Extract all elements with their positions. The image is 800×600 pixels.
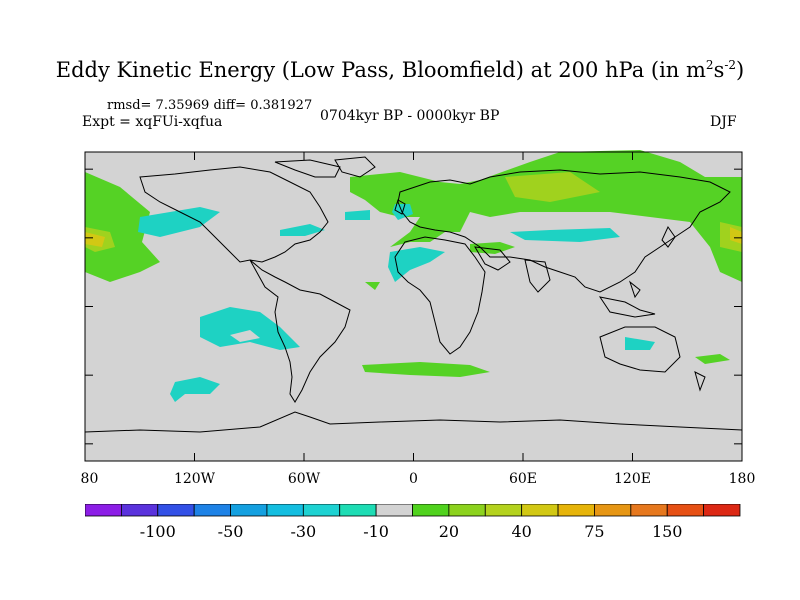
- colorbar-swatch: [412, 504, 450, 517]
- colorbar-swatch: [521, 504, 559, 517]
- colorbar-label: -50: [218, 522, 244, 541]
- colorbar-swatch: [230, 504, 268, 517]
- colorbar-label: -10: [363, 522, 389, 541]
- lon-label: 120E: [614, 471, 651, 487]
- africa-coast: [394, 236, 486, 355]
- negative-region-npacific: [138, 207, 220, 237]
- positive-region-europe-high: [505, 172, 600, 202]
- colorbar-label: -100: [140, 522, 176, 541]
- australia-coast: [599, 326, 681, 373]
- colorbar-swatch: [448, 504, 486, 517]
- lon-label: 0: [409, 471, 418, 487]
- lon-label: 180: [729, 471, 756, 487]
- world-map: 80N40N040S80S 180120W60W060E120E180: [80, 150, 756, 487]
- season-label: DJF: [710, 114, 737, 130]
- positive-region-southern-ocean: [362, 362, 490, 377]
- positive-region-npacific-west: [85, 172, 160, 282]
- colorbar-swatch: [193, 504, 231, 517]
- colorbar-label: 20: [439, 522, 459, 541]
- colorbar-swatch: [666, 504, 705, 517]
- positive-region-eurasia: [350, 150, 742, 282]
- india-coast: [524, 259, 551, 293]
- negative-region-south-pacific: [200, 307, 300, 350]
- colorbar-swatch: [594, 504, 632, 517]
- negative-region-north-africa: [388, 247, 445, 282]
- antarctica-coast: [84, 411, 743, 433]
- colorbar-swatch: [266, 504, 304, 517]
- anomaly-fields: [85, 150, 742, 402]
- colorbar-swatch: [157, 504, 195, 517]
- lon-label: 60E: [509, 471, 537, 487]
- colorbar-swatch: [484, 504, 523, 517]
- lon-label: 60W: [288, 471, 321, 487]
- positive-region-peak: [85, 232, 105, 247]
- map-title: Eddy Kinetic Energy (Low Pass, Bloomfiel…: [55, 58, 745, 82]
- eurasia-coast: [397, 169, 731, 293]
- colorbar-swatch: [120, 504, 159, 517]
- colorbar-swatch: [703, 504, 741, 517]
- colorbar-label: -30: [290, 522, 316, 541]
- lon-label: 120W: [174, 471, 216, 487]
- colorbar-label: 40: [511, 522, 531, 541]
- south-america-coast: [249, 259, 351, 403]
- colorbar-swatch: [302, 504, 341, 517]
- colorbar-swatch: [375, 504, 413, 517]
- colorbar-swatch: [85, 504, 122, 517]
- colorbar-label: 150: [652, 522, 683, 541]
- period-label: 0704kyr BP - 0000kyr BP: [320, 108, 500, 124]
- colorbar-swatch: [339, 504, 377, 517]
- stats-text: rmsd= 7.35969 diff= 0.381927: [107, 98, 313, 113]
- positive-region-arabia: [470, 242, 515, 254]
- lon-label: 180: [80, 471, 98, 487]
- new-zealand-coast: [694, 371, 706, 392]
- colorbar-swatch: [557, 504, 595, 517]
- experiment-label: Expt = xqFUi-xqfua: [82, 114, 223, 130]
- colorbar: -100 -50 -30 -10 20 40 75 150: [85, 504, 741, 541]
- coastlines: [84, 156, 743, 433]
- north-america-coast: [139, 166, 329, 263]
- colorbar-label: 75: [584, 522, 604, 541]
- colorbar-swatch: [630, 504, 668, 517]
- greenland-coast: [334, 156, 376, 178]
- negative-region-asia: [510, 228, 620, 242]
